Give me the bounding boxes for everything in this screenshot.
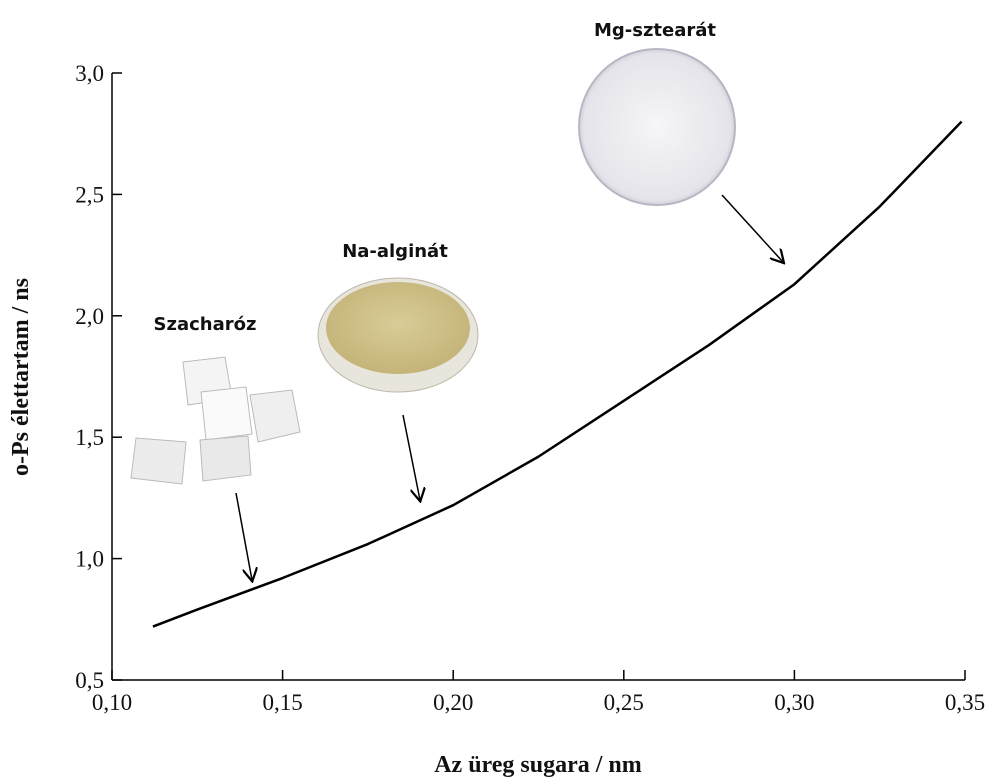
x-tick-label: 0,20	[433, 690, 473, 715]
y-tick-label: 2,0	[75, 304, 104, 329]
annotation: Na-alginát	[342, 241, 448, 262]
y-axis-label: o-Ps élettartam / ns	[8, 278, 34, 476]
x-axis-label: Az üreg sugara / nm	[434, 752, 642, 778]
x-tick-label: 0,15	[262, 690, 302, 715]
line	[152, 120, 963, 628]
mg-stearate-image	[578, 48, 736, 206]
x-tick-label: 0,35	[945, 690, 985, 715]
arrow	[235, 492, 252, 580]
arrow	[721, 194, 783, 262]
annotation: Szacharóz	[154, 314, 257, 335]
y-tick-label: 2,5	[75, 182, 104, 207]
x-tick-label: 0,30	[774, 690, 814, 715]
y-tick-label: 1,5	[75, 425, 104, 450]
sugar-image	[130, 356, 301, 485]
na-alginate-image	[317, 277, 479, 393]
annotation: Mg-sztearát	[594, 20, 716, 41]
x-tick-label: 0,10	[92, 690, 132, 715]
arrow	[402, 414, 420, 500]
y-tick-label: 1,0	[75, 547, 104, 572]
y-tick-label: 0,5	[75, 668, 104, 693]
y-tick-label: 3,0	[75, 61, 104, 86]
x-tick-label: 0,25	[604, 690, 644, 715]
